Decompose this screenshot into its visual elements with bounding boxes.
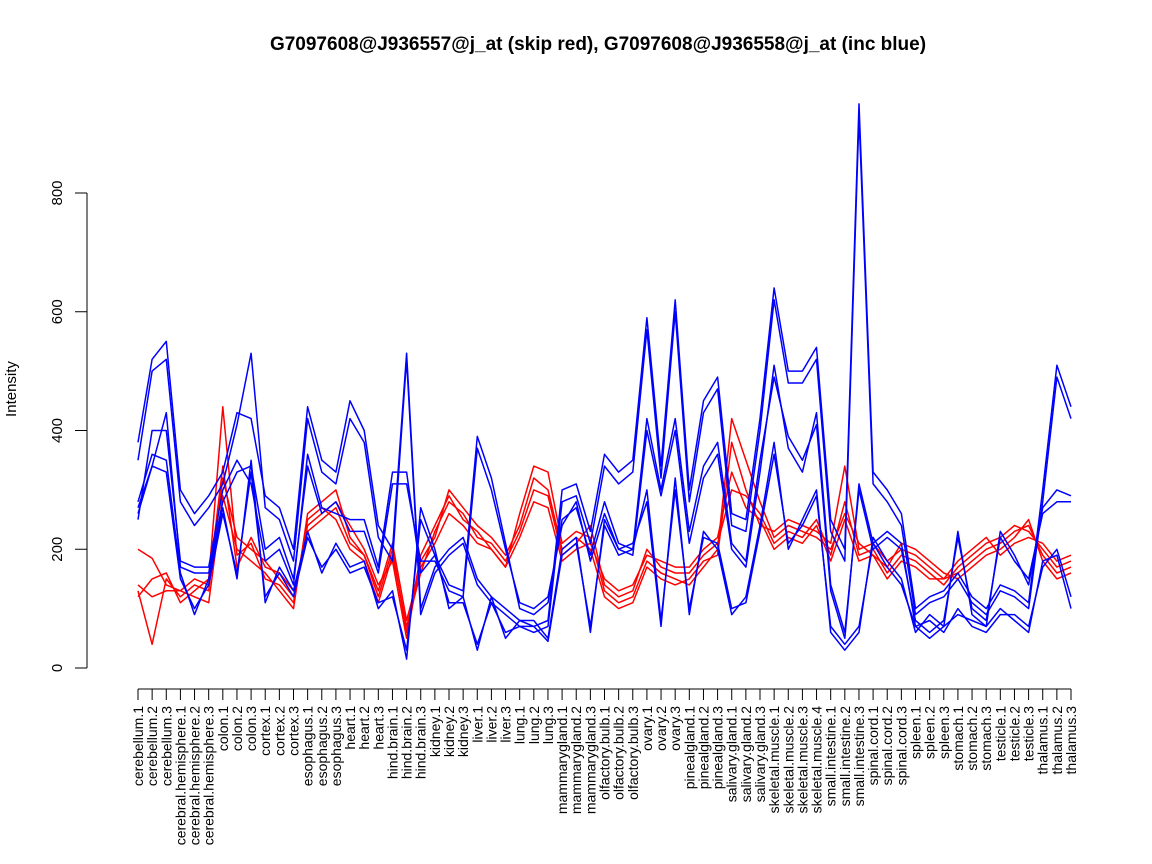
series-line-inc-5 <box>137 103 1072 628</box>
series-line-inc-6 <box>137 115 1072 634</box>
x-tick-label: esophagus.2 <box>314 706 330 786</box>
x-tick-label: heart.1 <box>342 706 358 750</box>
series-line-skip-3 <box>137 406 1072 628</box>
x-tick-label: salivary.gland.1 <box>724 706 740 802</box>
x-tick-label: cerebellum.2 <box>144 706 160 786</box>
x-tick-label: stomach.3 <box>978 706 994 771</box>
x-tick-label: cerebral.hemisphere.1 <box>172 706 188 846</box>
y-tick-label: 0 <box>49 664 66 672</box>
x-tick-label: pinealgland.3 <box>710 706 726 790</box>
x-tick-label: cerebral.hemisphere.3 <box>201 706 217 846</box>
x-tick-label: spleen.3 <box>936 706 952 759</box>
x-tick-label: ovary.2 <box>653 706 669 751</box>
x-tick-label: stomach.1 <box>950 706 966 771</box>
x-tick-label: colon.1 <box>215 706 231 751</box>
x-tick-label: testicle.1 <box>992 706 1008 761</box>
x-tick-label: spinal.cord.2 <box>879 706 895 786</box>
x-tick-label: skeletal.muscle.3 <box>794 706 810 814</box>
series-line-skip-1 <box>137 417 1072 634</box>
series-layer <box>137 103 1072 660</box>
x-tick-label: mammarygland.2 <box>568 706 584 814</box>
x-tick-label: lung.1 <box>512 706 528 744</box>
x-tick-label: salivary.gland.2 <box>738 706 754 802</box>
x-tick-label: lung.3 <box>540 706 556 744</box>
x-tick-label: hind.brain.1 <box>384 706 400 779</box>
x-tick-label: small.intestine.1 <box>823 706 839 807</box>
x-tick-label: colon.2 <box>229 706 245 751</box>
x-tick-label: cerebellum.3 <box>158 706 174 786</box>
x-tick-label: olfactory.bulb.1 <box>597 706 613 800</box>
x-tick-label: liver.3 <box>498 706 514 743</box>
x-tick-label: cortex.2 <box>271 706 287 756</box>
x-tick-label: thalamus.3 <box>1063 706 1079 775</box>
x-tick-label: cerebellum.1 <box>130 706 146 786</box>
series-line-inc-10 <box>137 453 1072 651</box>
x-tick-label: thalamus.1 <box>1035 706 1051 775</box>
x-tick-label: liver.2 <box>483 706 499 743</box>
x-tick-label: olfactory.bulb.3 <box>625 706 641 800</box>
x-tick-label: pinealgland.2 <box>695 706 711 790</box>
x-tick-label: kidney.1 <box>427 706 443 757</box>
y-axis-title: Intensity <box>3 361 20 417</box>
x-tick-label: hind.brain.2 <box>399 706 415 779</box>
series-line-inc-9 <box>137 441 1072 660</box>
x-tick-label: cerebral.hemisphere.2 <box>187 706 203 846</box>
x-tick-label: esophagus.3 <box>328 706 344 786</box>
y-tick-label: 200 <box>49 537 66 562</box>
x-tick-label: esophagus.1 <box>300 706 316 786</box>
x-tick-label: cortex.1 <box>257 706 273 756</box>
x-tick-label: small.intestine.3 <box>851 706 867 807</box>
x-tick-label: testicle.2 <box>1006 706 1022 761</box>
x-tick-label: thalamus.2 <box>1049 706 1065 775</box>
x-tick-label: heart.3 <box>370 706 386 750</box>
x-tick-label: testicle.3 <box>1021 706 1037 761</box>
x-tick-label: spleen.2 <box>922 706 938 759</box>
x-tick-label: salivary.gland.3 <box>752 706 768 802</box>
x-tick-label: ovary.3 <box>667 706 683 751</box>
x-tick-label: mammarygland.3 <box>582 706 598 814</box>
x-tick-label: kidney.2 <box>441 706 457 757</box>
y-tick-label: 600 <box>49 299 66 324</box>
x-tick-label: skeletal.muscle.2 <box>780 706 796 814</box>
x-tick-label: colon.3 <box>243 706 259 751</box>
x-tick-label: ovary.1 <box>639 706 655 751</box>
x-tick-label: spinal.cord.3 <box>893 706 909 786</box>
series-line-skip-2 <box>137 441 1072 646</box>
x-tick-label: spleen.1 <box>908 706 924 759</box>
x-tick-label: stomach.2 <box>964 706 980 771</box>
x-tick-label: hind.brain.3 <box>413 706 429 779</box>
x-tick-label: skeletal.muscle.4 <box>809 706 825 814</box>
y-tick-label: 400 <box>49 418 66 443</box>
series-line-inc-8 <box>137 376 1072 640</box>
x-tick-label: olfactory.bulb.2 <box>611 706 627 800</box>
x-tick-label: spinal.cord.1 <box>865 706 881 786</box>
y-axis: 0 200 400 600 800 <box>49 180 88 672</box>
x-tick-label: pinealgland.1 <box>681 706 697 790</box>
y-tick-label: 800 <box>49 180 66 205</box>
x-tick-label: cortex.3 <box>286 706 302 756</box>
x-tick-label: kidney.3 <box>455 706 471 757</box>
x-axis: cerebellum.1cerebellum.2cerebellum.3cere… <box>130 688 1079 846</box>
x-tick-label: skeletal.muscle.1 <box>766 706 782 814</box>
x-tick-label: mammarygland.1 <box>554 706 570 814</box>
series-line-inc-7 <box>137 364 1071 634</box>
x-tick-label: small.intestine.2 <box>837 706 853 807</box>
chart-title: G7097608@J936557@j_at (skip red), G70976… <box>270 34 926 55</box>
x-tick-label: liver.1 <box>469 706 485 743</box>
x-tick-label: lung.2 <box>526 706 542 744</box>
x-tick-label: heart.2 <box>356 706 372 750</box>
